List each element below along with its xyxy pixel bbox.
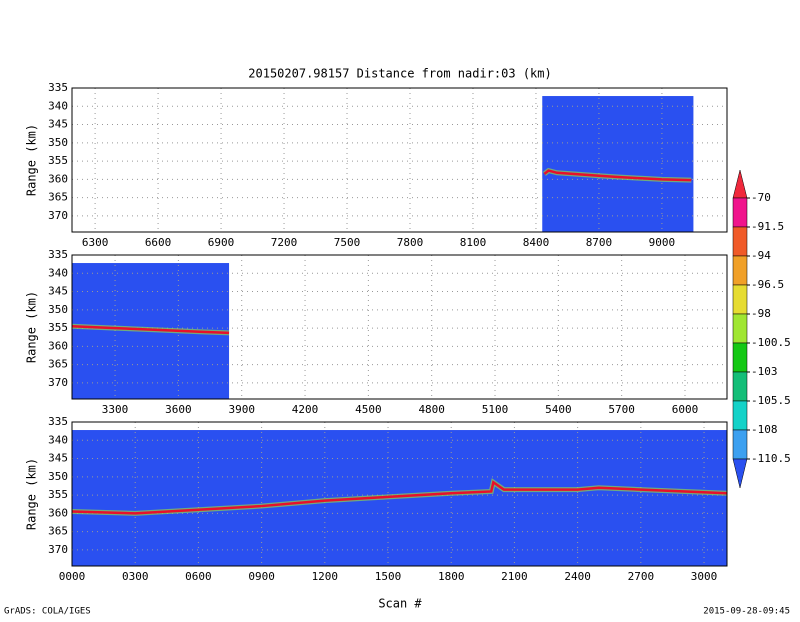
colorbar-label: -70 bbox=[751, 191, 771, 204]
x-tick-label: 0000 bbox=[59, 570, 86, 583]
y-tick-label: 370 bbox=[48, 543, 68, 556]
y-axis-label: Range (km) bbox=[25, 291, 39, 363]
x-tick-label: 3900 bbox=[228, 403, 255, 416]
x-tick-label: 3000 bbox=[691, 570, 718, 583]
y-tick-label: 345 bbox=[48, 452, 68, 465]
colorbar-label: -103 bbox=[751, 365, 778, 378]
colorbar-label: -100.5 bbox=[751, 336, 791, 349]
y-tick-label: 355 bbox=[48, 488, 68, 501]
colorbar-swatch bbox=[732, 284, 748, 315]
colorbar-label: -96.5 bbox=[751, 278, 784, 291]
colorbar-label: -98 bbox=[751, 307, 771, 320]
y-tick-label: 345 bbox=[48, 285, 68, 298]
x-tick-label: 6900 bbox=[208, 236, 235, 249]
y-tick-label: 365 bbox=[48, 191, 68, 204]
x-tick-label: 2400 bbox=[564, 570, 591, 583]
x-tick-label: 6000 bbox=[672, 403, 699, 416]
colorbar-swatch bbox=[732, 226, 748, 257]
colorbar-swatch bbox=[732, 371, 748, 402]
x-tick-label: 9000 bbox=[649, 236, 676, 249]
y-tick-label: 360 bbox=[48, 172, 68, 185]
y-tick-label: 340 bbox=[48, 266, 68, 279]
x-tick-label: 3300 bbox=[102, 403, 129, 416]
x-tick-label: 7500 bbox=[334, 236, 361, 249]
y-tick-label: 355 bbox=[48, 154, 68, 167]
plot-frame bbox=[71, 254, 728, 400]
colorbar-cap bbox=[732, 458, 748, 489]
y-axis-label: Range (km) bbox=[25, 124, 39, 196]
x-tick-label: 1500 bbox=[375, 570, 402, 583]
x-tick-label: 3600 bbox=[165, 403, 192, 416]
x-tick-label: 7800 bbox=[397, 236, 424, 249]
x-tick-label: 0900 bbox=[248, 570, 275, 583]
y-tick-label: 350 bbox=[48, 303, 68, 316]
x-tick-label: 8700 bbox=[586, 236, 613, 249]
surface-line bbox=[71, 325, 230, 335]
x-tick-label: 5400 bbox=[545, 403, 572, 416]
x-tick-label: 4500 bbox=[355, 403, 382, 416]
x-tick-label: 1200 bbox=[312, 570, 339, 583]
colorbar-swatch bbox=[732, 400, 748, 431]
colorbar-label: -91.5 bbox=[751, 220, 784, 233]
y-tick-label: 335 bbox=[48, 248, 68, 261]
surface-line bbox=[71, 480, 728, 515]
y-tick-label: 360 bbox=[48, 339, 68, 352]
y-tick-label: 350 bbox=[48, 136, 68, 149]
timestamp: 2015-09-28-09:45 bbox=[703, 607, 790, 617]
colorbar-swatch bbox=[732, 197, 748, 228]
y-tick-label: 355 bbox=[48, 321, 68, 334]
y-tick-label: 335 bbox=[48, 415, 68, 428]
y-tick-label: 350 bbox=[48, 470, 68, 483]
y-tick-label: 335 bbox=[48, 81, 68, 94]
y-tick-label: 360 bbox=[48, 506, 68, 519]
x-tick-label: 0300 bbox=[122, 570, 149, 583]
plot-frame bbox=[71, 87, 728, 233]
x-tick-label: 1800 bbox=[438, 570, 465, 583]
plot-frame bbox=[71, 421, 728, 567]
colorbar-swatch bbox=[732, 255, 748, 286]
y-tick-label: 370 bbox=[48, 209, 68, 222]
x-tick-label: 7200 bbox=[271, 236, 298, 249]
x-tick-label: 8400 bbox=[523, 236, 550, 249]
x-tick-label: 5100 bbox=[482, 403, 509, 416]
x-tick-label: 6300 bbox=[82, 236, 109, 249]
surface-line bbox=[543, 169, 692, 182]
y-tick-label: 370 bbox=[48, 376, 68, 389]
colorbar-label: -94 bbox=[751, 249, 771, 262]
colorbar-label: -110.5 bbox=[751, 452, 791, 465]
y-tick-label: 365 bbox=[48, 358, 68, 371]
y-axis-label: Range (km) bbox=[25, 458, 39, 530]
x-axis-label: Scan # bbox=[378, 597, 422, 611]
colorbar-swatch bbox=[732, 342, 748, 373]
data-coverage bbox=[542, 96, 694, 232]
x-tick-label: 5700 bbox=[608, 403, 635, 416]
x-tick-label: 0600 bbox=[185, 570, 212, 583]
y-tick-label: 365 bbox=[48, 525, 68, 538]
y-tick-label: 345 bbox=[48, 118, 68, 131]
colorbar-swatch bbox=[732, 429, 748, 460]
y-tick-label: 340 bbox=[48, 99, 68, 112]
colorbar-label: -105.5 bbox=[751, 394, 791, 407]
chart-title: 20150207.98157 Distance from nadir:03 (k… bbox=[248, 67, 551, 81]
x-tick-label: 2100 bbox=[501, 570, 528, 583]
x-tick-label: 2700 bbox=[628, 570, 655, 583]
x-tick-label: 4800 bbox=[418, 403, 445, 416]
x-tick-label: 8100 bbox=[460, 236, 487, 249]
y-tick-label: 340 bbox=[48, 433, 68, 446]
credit: GrADS: COLA/IGES bbox=[4, 607, 91, 617]
x-tick-label: 4200 bbox=[292, 403, 319, 416]
colorbar-swatch bbox=[732, 313, 748, 344]
x-tick-label: 6600 bbox=[145, 236, 172, 249]
colorbar-label: -108 bbox=[751, 423, 778, 436]
